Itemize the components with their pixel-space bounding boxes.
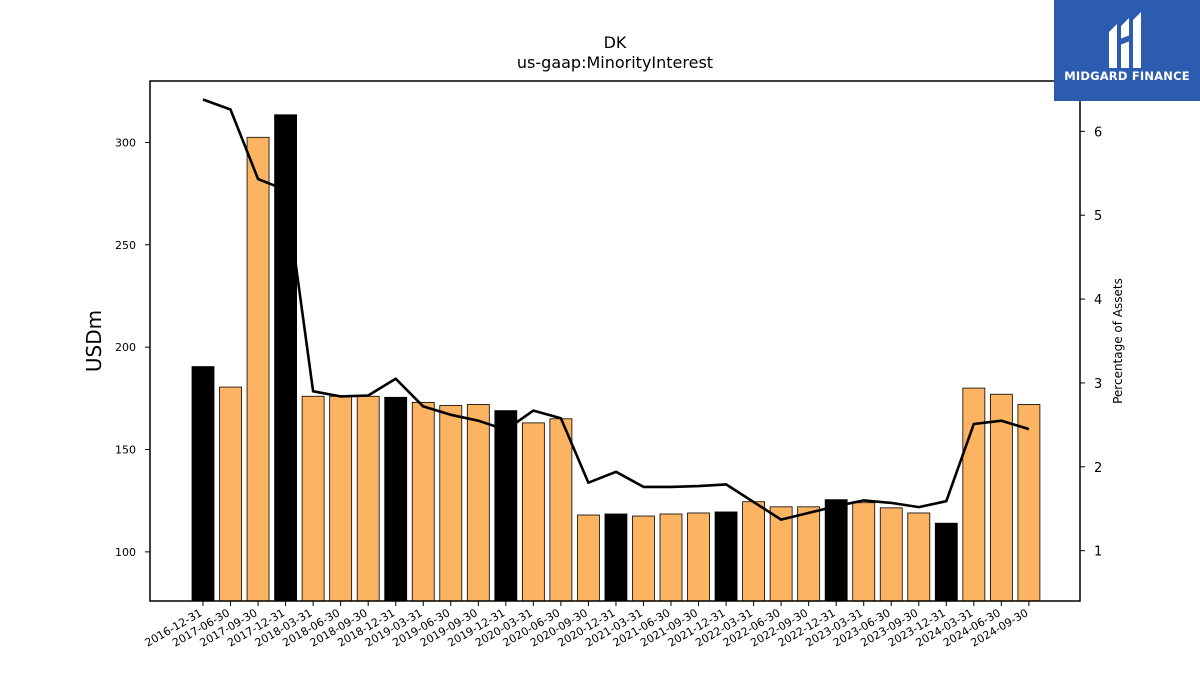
y2-tick-label: 6	[1094, 125, 1102, 140]
bar-2020-03-31	[521, 422, 545, 602]
bar-2021-06-30	[659, 513, 683, 602]
y2-tick-label: 5	[1094, 209, 1102, 224]
bar-2024-03-31	[962, 387, 986, 602]
left-axis-ticks: 100 150 200 250 300	[115, 136, 150, 559]
y-axis-label: USDm	[82, 310, 106, 372]
y2-tick-label: 2	[1094, 461, 1102, 476]
bar-2020-09-30	[577, 514, 600, 602]
x-axis-ticks: 2016-12-312017-06-302017-09-302017-12-31…	[143, 601, 1030, 650]
logo-mark-icon	[1109, 12, 1141, 68]
bar-2019-09-30	[466, 404, 490, 602]
bar-2018-06-30	[329, 395, 353, 602]
bar-2022-03-31	[742, 501, 765, 602]
bar-2017-06-30	[219, 386, 242, 602]
plot-frame	[149, 80, 1081, 602]
bar-2019-12-31	[494, 410, 518, 602]
y-tick-label: 100	[115, 546, 136, 559]
bar-2020-06-30	[549, 418, 573, 602]
chart-title: DK	[604, 33, 627, 52]
percentage-line	[202, 98, 1030, 521]
bar-2018-03-31	[301, 395, 325, 602]
bar-2023-12-31	[934, 522, 958, 602]
bar-2024-06-30	[989, 393, 1013, 602]
bar-2019-03-31	[411, 402, 435, 602]
bars	[191, 114, 1041, 602]
midgard-finance-logo: MIDGARD FINANCE	[1054, 0, 1200, 101]
bar-2021-03-31	[632, 515, 655, 602]
bar-2024-09-30	[1017, 404, 1041, 602]
bar-2021-12-31	[714, 511, 738, 602]
bar-2020-12-31	[604, 513, 628, 602]
y2-tick-label: 1	[1094, 545, 1102, 560]
y-tick-label: 250	[115, 239, 136, 252]
percentage-series-line	[202, 98, 1030, 521]
y-tick-label: 200	[115, 341, 136, 354]
bar-2023-06-30	[879, 507, 903, 602]
bar-2018-12-31	[384, 396, 408, 602]
bar-2016-12-31	[191, 366, 215, 602]
bar-2023-09-30	[907, 512, 931, 602]
y2-axis-label: Percentage of Assets	[1111, 278, 1125, 404]
right-axis-ticks: 1 2 3 4 5 6	[1080, 125, 1102, 560]
y-tick-label: 150	[115, 444, 136, 457]
logo-text: MIDGARD FINANCE	[1064, 69, 1190, 83]
y2-tick-label: 3	[1094, 377, 1102, 392]
y2-tick-label: 4	[1094, 293, 1102, 308]
bar-2022-06-30	[769, 506, 793, 602]
bar-2023-03-31	[852, 502, 876, 602]
chart-subtitle: us-gaap:MinorityInterest	[517, 53, 713, 72]
bar-2022-09-30	[797, 506, 821, 602]
bar-2018-09-30	[356, 395, 380, 602]
bar-2017-09-30	[246, 136, 270, 602]
bar-2021-09-30	[687, 512, 710, 602]
bar-2022-12-31	[824, 499, 848, 602]
y-tick-label: 300	[115, 136, 136, 149]
bar-2019-06-30	[439, 405, 463, 602]
